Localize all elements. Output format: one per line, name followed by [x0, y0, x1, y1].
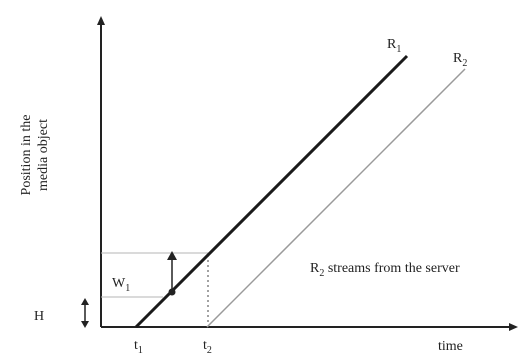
y-axis-label-line2: media object — [36, 119, 51, 191]
r2-line — [206, 68, 466, 328]
t2-tick-label: t2 — [203, 338, 212, 356]
r2-label: R2 — [453, 51, 467, 69]
r1-label: R1 — [387, 37, 401, 55]
x-axis-label: time — [438, 339, 463, 354]
w1-point — [168, 288, 176, 296]
t1-tick-label: t1 — [134, 338, 143, 356]
h-label: H — [34, 309, 44, 324]
w1-label: W1 — [112, 276, 130, 294]
r1-line — [134, 54, 409, 329]
y-axis-label-line1: Position in the — [19, 115, 34, 196]
server-stream-annotation: R2 streams from the server — [310, 261, 460, 279]
